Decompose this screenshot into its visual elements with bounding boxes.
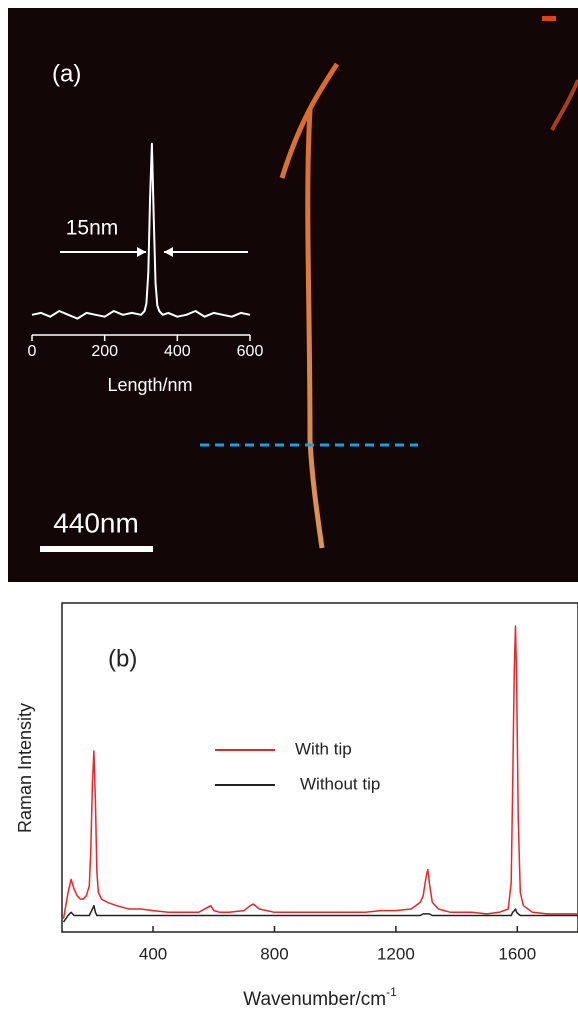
legend-label: With tip: [295, 739, 352, 758]
x-tick-label: 200: [91, 343, 118, 360]
x-axis-label: Wavenumber/cm-1: [243, 985, 397, 1010]
x-tick-label: 400: [164, 343, 191, 360]
y-axis-label: Raman Intensity: [15, 703, 35, 833]
series-line: [62, 625, 578, 919]
plot-frame: [61, 602, 578, 933]
spot: [542, 16, 556, 21]
x-tick-label: 400: [139, 944, 167, 963]
nanotube-fragment: [550, 79, 578, 131]
x-tick-label: 1600: [498, 944, 536, 963]
nanotube: [279, 62, 340, 549]
panel-label: (b): [108, 645, 137, 672]
fwhm-label: 15nm: [66, 217, 119, 240]
x-tick-label: 0: [28, 343, 37, 360]
series-line: [31, 142, 251, 320]
legend-label: Without tip: [300, 774, 380, 793]
x-tick-label: 600: [237, 343, 264, 360]
arrowhead: [137, 247, 146, 257]
x-axis-label-sup: -1: [386, 985, 397, 999]
x-tick-label: 1200: [377, 944, 415, 963]
x-axis-label-main: Wavenumber/cm: [243, 989, 386, 1010]
arrowhead: [164, 247, 173, 257]
scale-bar-label: 440nm: [53, 507, 139, 538]
x-axis-label: Length/nm: [107, 375, 192, 395]
panel-label: (a): [52, 60, 81, 87]
x-tick-label: 800: [260, 944, 288, 963]
afm-image: [8, 8, 578, 582]
series-line: [62, 904, 578, 923]
